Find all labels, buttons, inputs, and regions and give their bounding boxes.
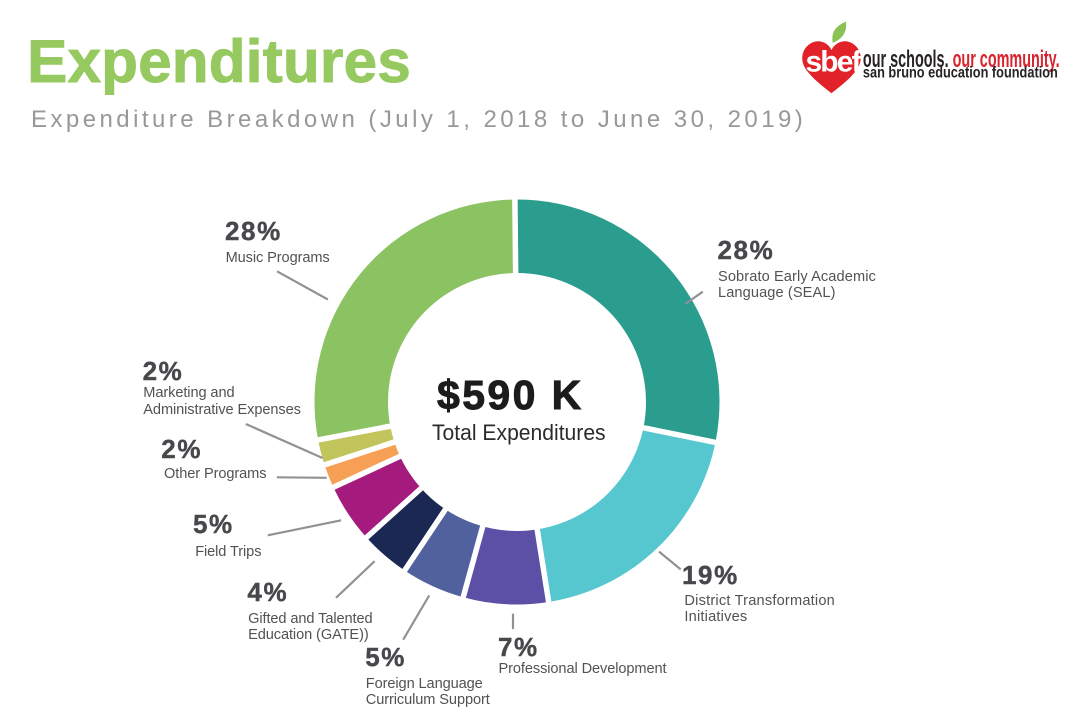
svg-text:sbef: sbef (806, 46, 863, 79)
svg-text:san bruno education foundation: san bruno education foundation (863, 64, 1058, 82)
svg-text:our schools. our community.: our schools. our community. (863, 46, 1060, 73)
